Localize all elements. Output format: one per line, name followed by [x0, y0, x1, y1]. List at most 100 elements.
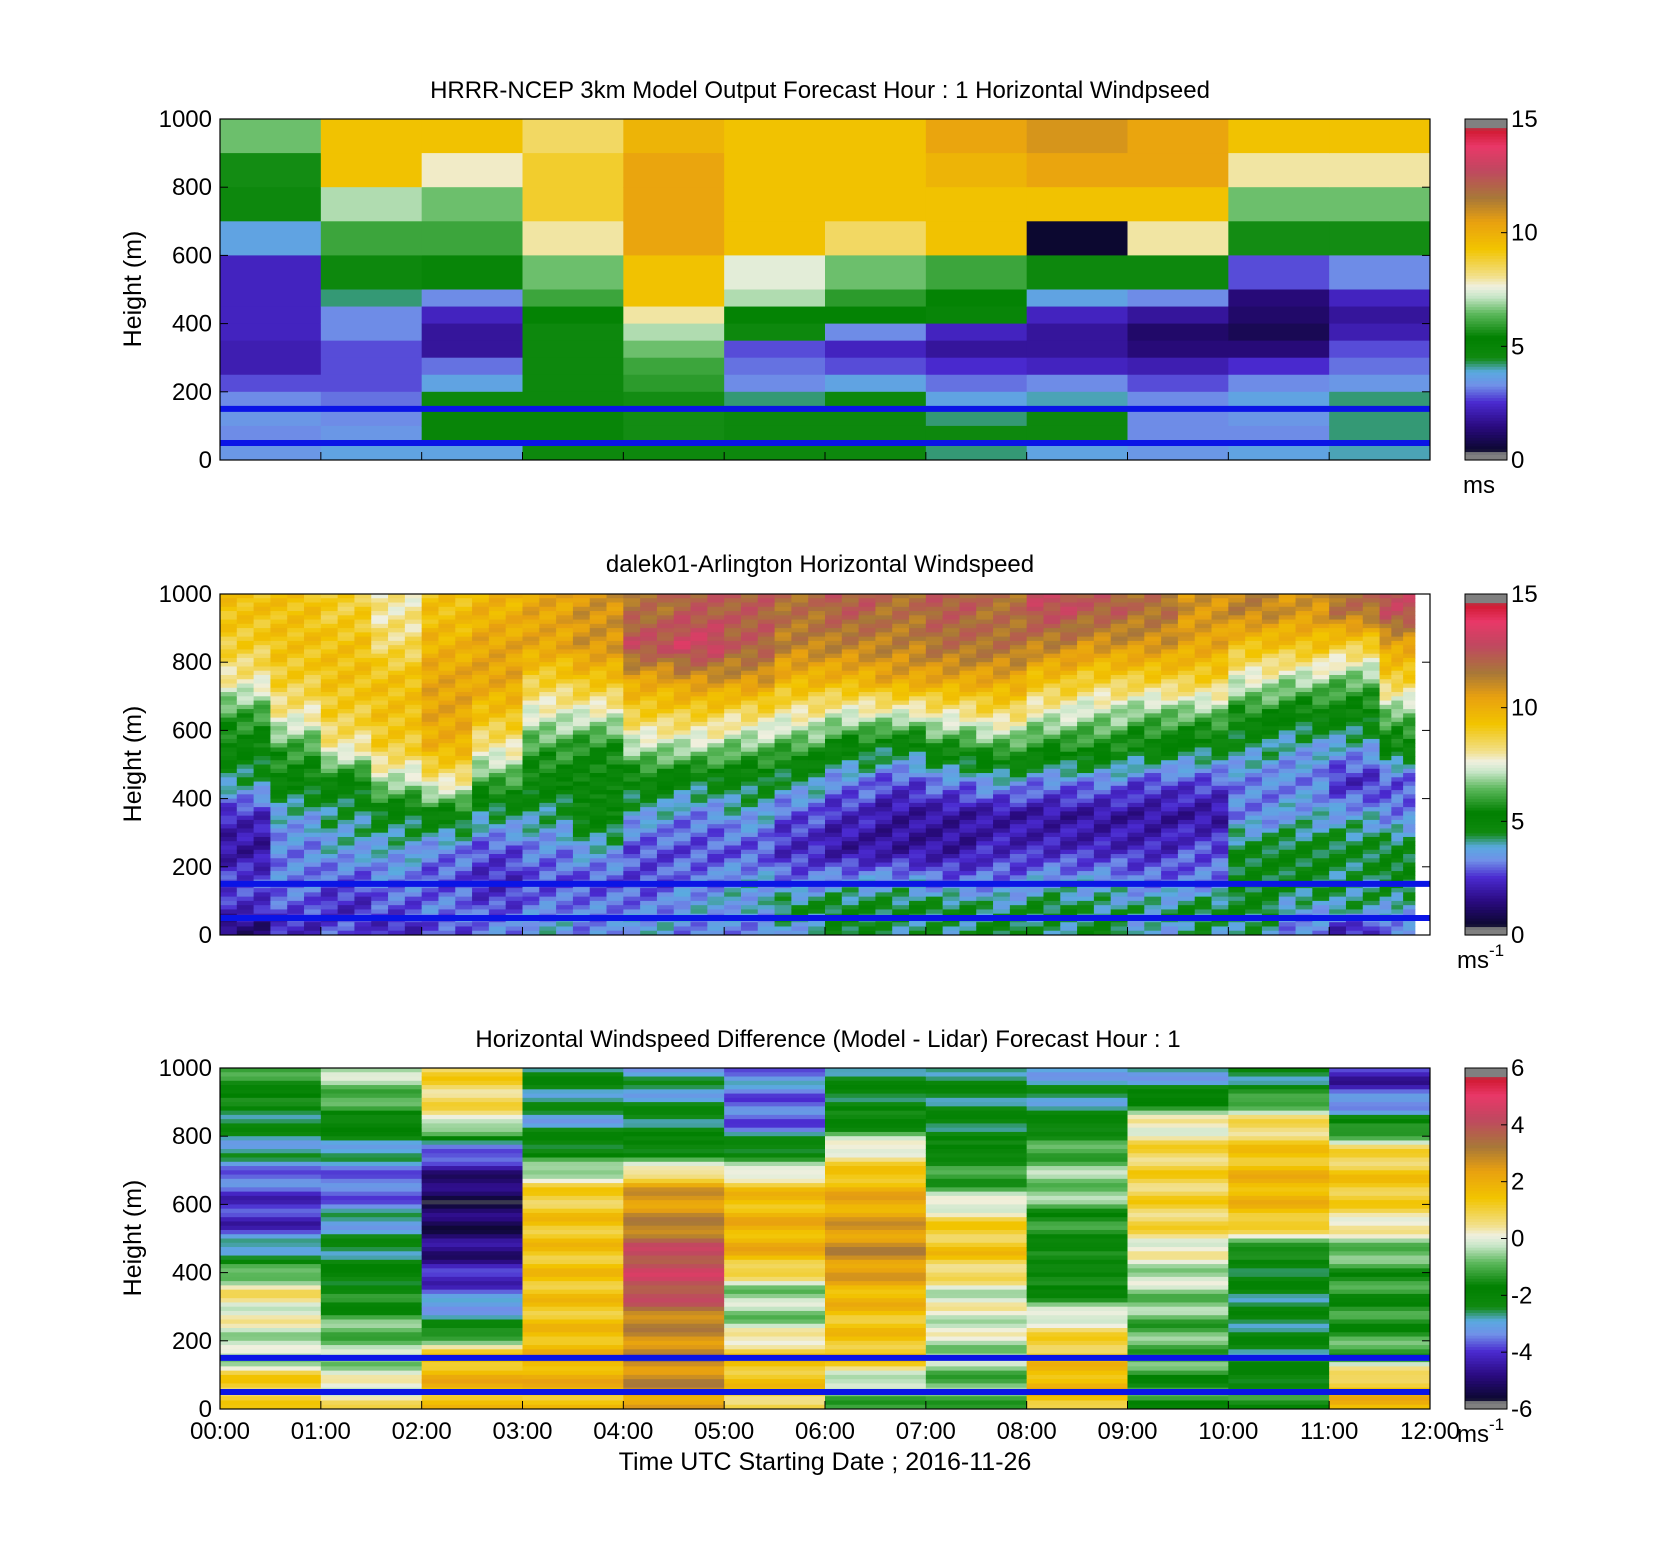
- heatmap-cell: [623, 683, 641, 689]
- heatmap-cell: [808, 662, 826, 667]
- heatmap-cell: [337, 794, 355, 800]
- heatmap-cell: [976, 645, 994, 650]
- heatmap-cell: [1161, 602, 1179, 608]
- heatmap-cell: [993, 734, 1011, 740]
- heatmap-cell: [1177, 802, 1196, 808]
- heatmap-cell: [1144, 619, 1162, 625]
- heatmap-cell: [808, 657, 826, 663]
- heatmap-cell: [640, 768, 658, 774]
- colorbar-segment: [1465, 141, 1507, 146]
- heatmap-cell: [589, 836, 608, 842]
- heatmap-cell: [253, 832, 271, 838]
- heatmap-cell: [640, 649, 658, 655]
- heatmap-cell: [1228, 119, 1330, 154]
- heatmap-cell: [522, 700, 540, 706]
- heatmap-cell: [656, 922, 675, 927]
- heatmap-cell: [522, 785, 540, 791]
- heatmap-cell: [1110, 807, 1128, 812]
- heatmap-cell: [892, 670, 910, 676]
- heatmap-cell: [421, 632, 439, 638]
- heatmap-cell: [925, 777, 944, 783]
- heatmap-cell: [606, 734, 624, 740]
- heatmap-cell: [656, 674, 675, 680]
- heatmap-cell: [825, 662, 843, 667]
- heatmap-cell: [1161, 892, 1179, 898]
- heatmap-cell: [925, 738, 944, 744]
- heatmap-cell: [656, 717, 675, 723]
- heatmap-cell: [488, 905, 507, 910]
- heatmap-cell: [354, 594, 372, 599]
- heatmap-cell: [976, 717, 994, 723]
- heatmap-cell: [808, 743, 826, 748]
- heatmap-cell: [993, 892, 1011, 898]
- heatmap-cell: [841, 666, 860, 672]
- heatmap-cell: [455, 649, 473, 655]
- heatmap-cell: [774, 666, 792, 672]
- heatmap-cell: [757, 811, 776, 817]
- heatmap-cell: [320, 374, 423, 393]
- heatmap-cell: [925, 747, 944, 753]
- heatmap-cell: [875, 828, 893, 834]
- colorbar-segment: [1465, 317, 1507, 322]
- heatmap-cell: [1161, 747, 1179, 753]
- heatmap-cell: [640, 854, 658, 859]
- heatmap-cell: [505, 777, 523, 783]
- heatmap-cell: [993, 594, 1011, 599]
- heatmap-cell: [253, 892, 271, 898]
- heatmap-cell: [959, 900, 977, 906]
- heatmap-cell: [909, 930, 927, 936]
- heatmap-cell: [220, 602, 238, 608]
- heatmap-cell: [337, 726, 355, 731]
- heatmap-cell: [858, 773, 876, 778]
- heatmap-cell: [320, 598, 339, 604]
- heatmap-cell: [438, 794, 456, 800]
- heatmap-cell: [304, 636, 322, 642]
- heatmap-cell: [421, 794, 439, 800]
- heatmap-cell: [640, 832, 658, 838]
- colorbar-segment: [1465, 428, 1507, 433]
- heatmap-cell: [320, 773, 339, 778]
- heatmap-cell: [556, 730, 574, 736]
- heatmap-cell: [556, 734, 574, 740]
- heatmap-cell: [522, 768, 540, 774]
- heatmap-cell: [320, 768, 339, 774]
- heatmap-cell: [220, 721, 238, 727]
- heatmap-cell: [287, 713, 305, 719]
- heatmap-cell: [1043, 687, 1061, 693]
- heatmap-cell: [488, 892, 507, 898]
- heatmap-cell: [522, 687, 540, 693]
- heatmap-cell: [488, 781, 507, 787]
- heatmap-cell: [707, 751, 725, 757]
- heatmap-cell: [673, 751, 692, 757]
- heatmap-cell: [656, 730, 675, 736]
- heatmap-cell: [606, 755, 624, 761]
- heatmap-cell: [858, 802, 876, 808]
- heatmap-cell: [270, 649, 288, 655]
- heatmap-cell: [337, 909, 355, 915]
- heatmap-cell: [270, 811, 288, 817]
- heatmap-cell: [724, 662, 742, 667]
- heatmap-cell: [640, 828, 658, 834]
- heatmap-cell: [690, 794, 708, 800]
- heatmap-cell: [455, 892, 473, 898]
- heatmap-cell: [421, 306, 523, 325]
- heatmap-cell: [354, 717, 372, 723]
- heatmap-cell: [993, 640, 1011, 646]
- heatmap-cell: [572, 615, 591, 621]
- heatmap-cell: [875, 640, 893, 646]
- heatmap-cell: [791, 858, 809, 864]
- heatmap-cell: [656, 768, 675, 774]
- heatmap-cell: [572, 602, 591, 608]
- heatmap-cell: [791, 674, 809, 680]
- heatmap-cell: [320, 602, 339, 608]
- heatmap-cell: [724, 734, 742, 740]
- colorbar-segment: [1465, 400, 1507, 404]
- heatmap-cell: [925, 832, 944, 838]
- heatmap-cell: [1127, 391, 1229, 410]
- heatmap-cell: [690, 824, 708, 829]
- heatmap-cell: [270, 922, 288, 927]
- heatmap-cell: [774, 602, 792, 608]
- heatmap-cell: [1026, 640, 1044, 646]
- heatmap-cell: [1043, 696, 1061, 702]
- heatmap-cell: [589, 738, 608, 744]
